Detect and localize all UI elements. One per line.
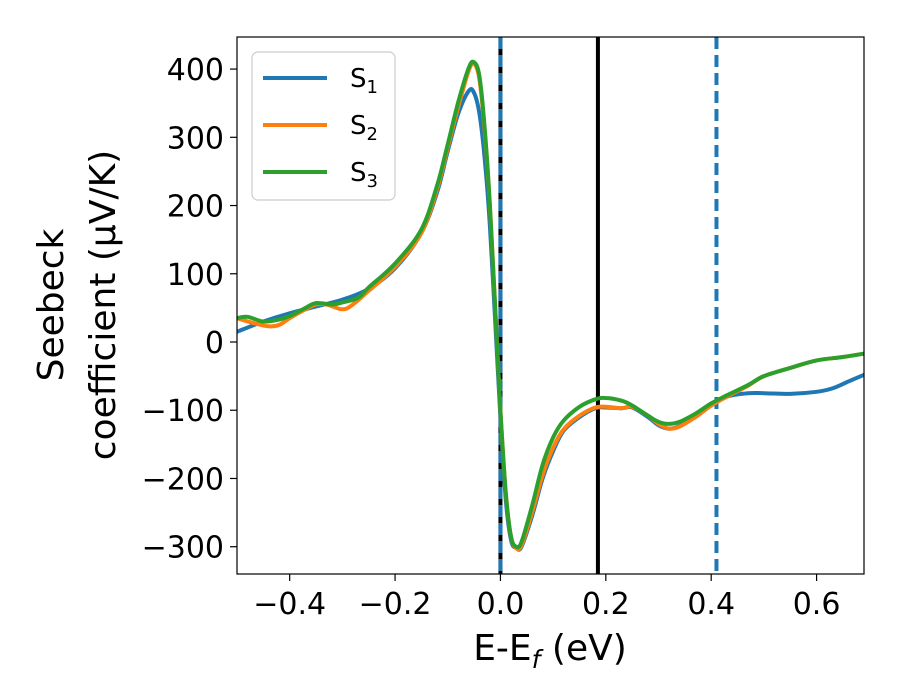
y-tick-label: 100	[167, 258, 224, 293]
y-tick-label: −300	[142, 531, 224, 566]
series-group	[237, 59, 864, 552]
legend-label-s2: S2	[350, 111, 378, 145]
legend: S1 S2 S3	[251, 51, 396, 201]
x-tick-label: −0.2	[359, 587, 432, 622]
x-tick-label: 0.6	[793, 587, 841, 622]
y-tick-label: 300	[167, 121, 224, 156]
x-tick-label: 0.2	[582, 587, 630, 622]
x-tick-label: 0.4	[687, 587, 735, 622]
x-tick-label: −0.4	[253, 587, 326, 622]
series-line-s3	[237, 59, 864, 550]
y-tick-label: −100	[142, 394, 224, 429]
legend-label-s3: S3	[350, 158, 378, 192]
y-axis-label: Seebeck coefficient (μV/K)	[31, 150, 124, 460]
y-axis-label-line1: Seebeck	[31, 228, 72, 381]
legend-label-s1: S1	[350, 64, 378, 98]
y-tick-label: 400	[167, 53, 224, 88]
plot-frame	[236, 36, 865, 575]
y-tick-label: 0	[205, 326, 224, 361]
x-tick-label: 0.0	[477, 587, 525, 622]
x-axis-label: E-Ef (eV)	[473, 628, 627, 674]
y-tick-label: 200	[167, 190, 224, 225]
y-tick-label: −200	[142, 462, 224, 497]
x-axis: −0.4 −0.2 0.0 0.2 0.4 0.6	[253, 574, 840, 622]
y-axis-label-line2: coefficient (μV/K)	[83, 150, 124, 460]
y-axis: −300 −200 −100 0 100 200 300 400	[142, 53, 237, 566]
vertical-lines-group	[498, 37, 719, 574]
x-axis-label-unit: (eV)	[540, 628, 626, 669]
